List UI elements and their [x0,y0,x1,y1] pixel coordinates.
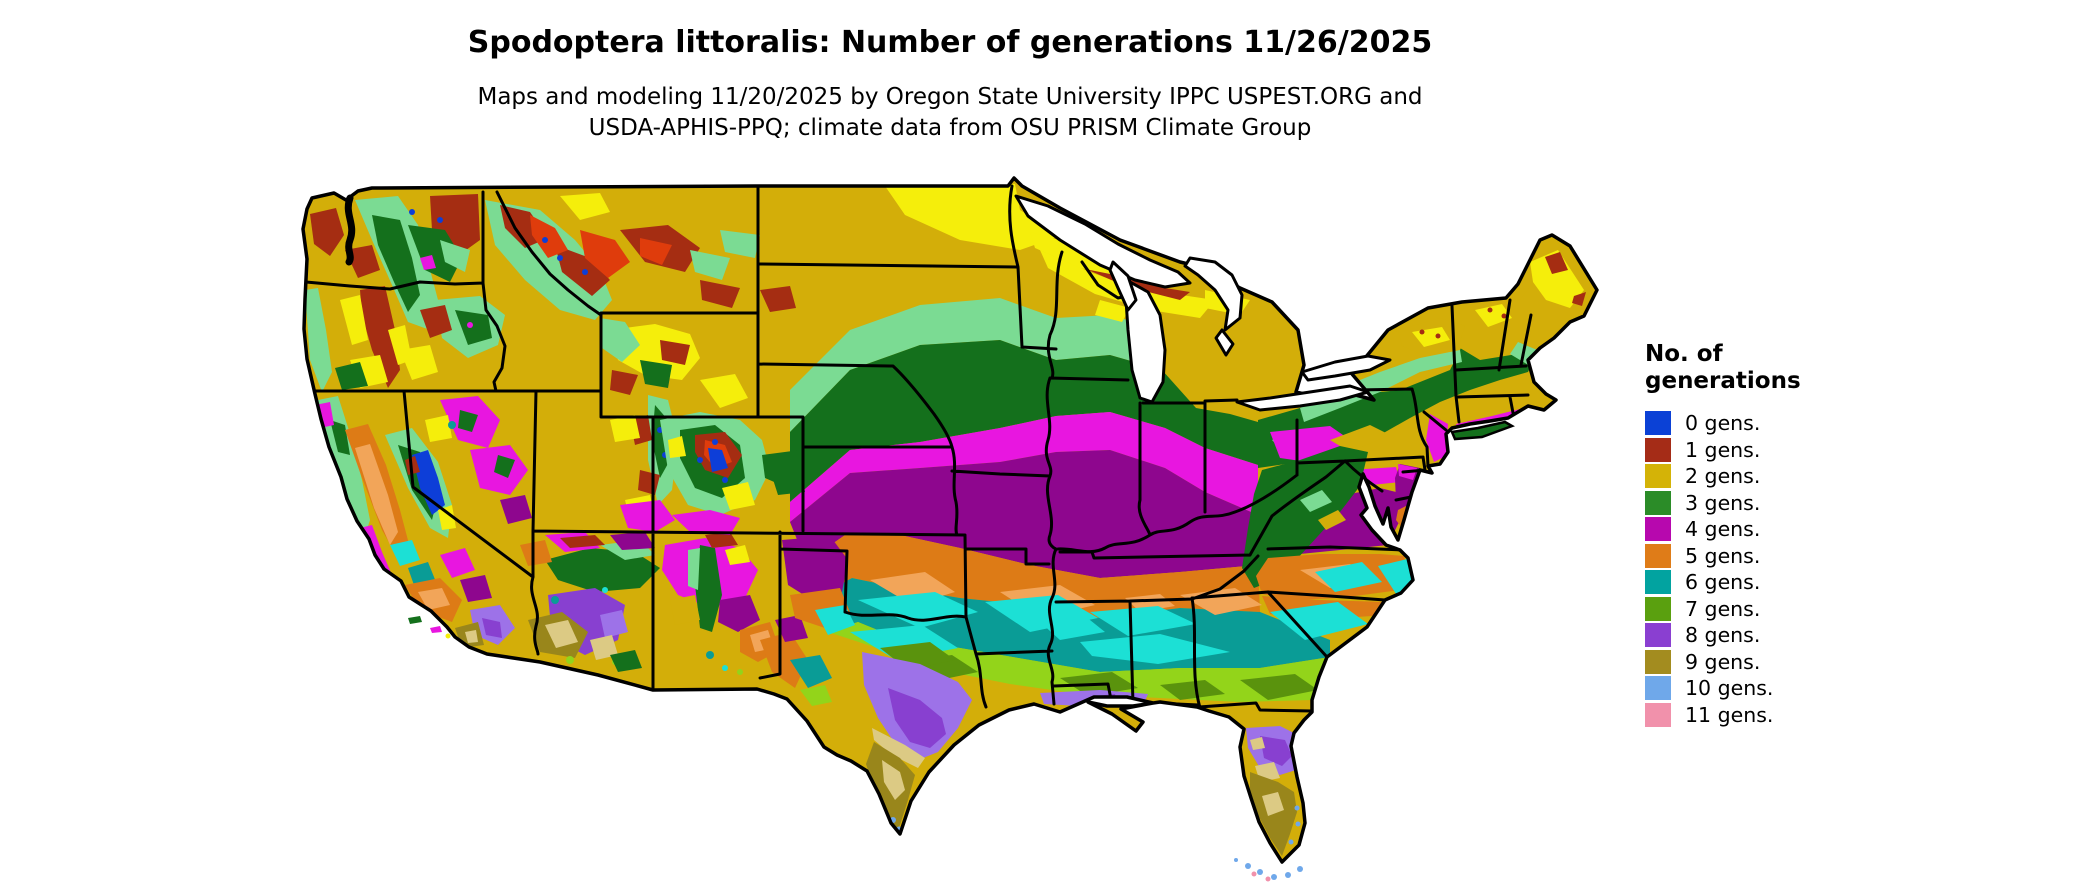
legend-label: 5 gens. [1685,543,1761,568]
legend-label: 9 gens. [1685,649,1761,674]
subtitle: Maps and modeling 11/20/2025 by Oregon S… [250,82,1650,144]
legend-title-line2: generations [1645,368,1801,394]
legend-swatch-8 [1645,623,1671,647]
legend-title: No. of generations [1645,341,1905,395]
legend-swatch-6 [1645,570,1671,594]
green-bay [1108,260,1138,312]
legend-label: 3 gens. [1685,490,1761,515]
legend-item: 6 gens. [1645,570,1905,594]
legend-item: 2 gens. [1645,464,1905,488]
lake-erie [1235,384,1370,412]
legend-item: 9 gens. [1645,649,1905,674]
legend-item: 7 gens. [1645,596,1905,621]
legend-item: 5 gens. [1645,543,1905,568]
lake-ontario [1300,354,1392,382]
great-lakes [1014,194,1392,412]
subtitle-line1: Maps and modeling 11/20/2025 by Oregon S… [477,84,1423,110]
legend: No. of generations 0 gens. 1 gens. 2 gen… [1645,341,1905,729]
legend-item: 3 gens. [1645,490,1905,515]
legend-swatch-9 [1645,649,1671,674]
channel-islands [408,616,451,639]
legend-item: 10 gens. [1645,676,1905,700]
legend-label: 0 gens. [1685,411,1761,435]
us-outline [301,176,1599,864]
legend-label: 11 gens. [1685,702,1774,727]
legend-label: 2 gens. [1685,464,1761,488]
legend-title-line1: No. of [1645,341,1723,367]
legend-swatch-4 [1645,517,1671,541]
subtitle-line2: USDA-APHIS-PPQ; climate data from OSU PR… [588,115,1312,141]
legend-label: 7 gens. [1685,596,1761,621]
state-borders [303,184,1533,713]
legend-swatch-7 [1645,596,1671,621]
legend-label: 10 gens. [1685,676,1774,700]
lake-michigan [1124,280,1167,404]
legend-swatch-1 [1645,437,1671,462]
legend-label: 1 gens. [1685,437,1761,462]
saginaw-bay [1214,328,1235,357]
legend-item: 4 gens. [1645,517,1905,541]
legend-swatch-2 [1645,464,1671,488]
puget-sound [344,194,356,266]
legend-swatch-11 [1645,702,1671,727]
header: Spodoptera littoralis: Number of generat… [250,0,1650,144]
legend-item: 11 gens. [1645,702,1905,727]
lake-superior [1014,194,1192,289]
legend-label: 8 gens. [1685,623,1761,647]
long-island [1450,420,1515,441]
legend-swatch-0 [1645,411,1671,435]
legend-item: 1 gens. [1645,437,1905,462]
legend-swatch-3 [1645,490,1671,515]
legend-swatch-10 [1645,676,1671,700]
florida-keys-dots [1234,858,1303,882]
legend-label: 4 gens. [1685,517,1761,541]
lake-huron [1183,256,1244,332]
legend-item: 0 gens. [1645,411,1905,435]
page-title: Spodoptera littoralis: Number of generat… [467,25,1433,60]
legend-items: 0 gens. 1 gens. 2 gens. 3 gens. 4 gens. … [1645,411,1905,727]
legend-item: 8 gens. [1645,623,1905,647]
legend-label: 6 gens. [1685,570,1761,594]
legend-swatch-5 [1645,543,1671,568]
